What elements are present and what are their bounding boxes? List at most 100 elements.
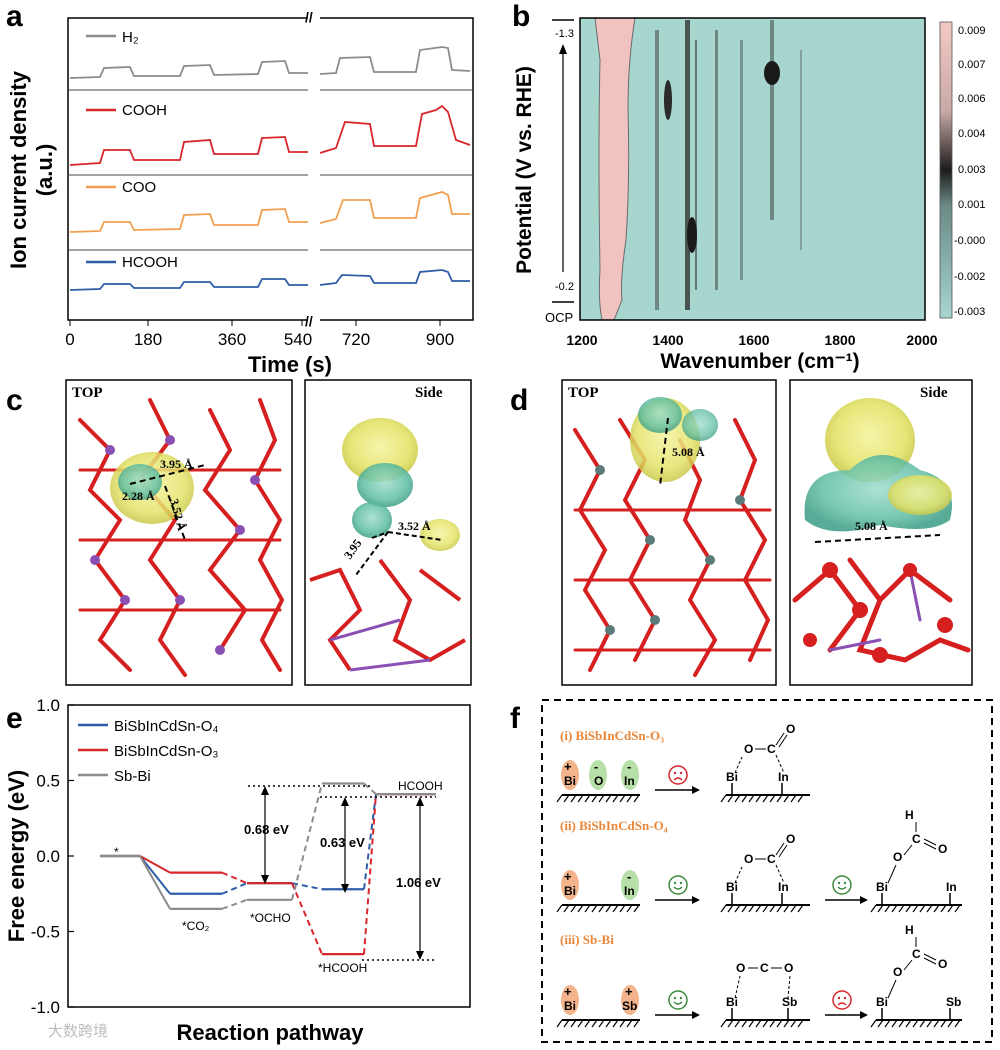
side-label: Side xyxy=(920,385,948,401)
surface-hatch xyxy=(762,794,769,803)
surface-hatch xyxy=(563,794,570,803)
charge-density-blob xyxy=(352,502,392,538)
surface-hatch xyxy=(797,904,804,913)
trace-cooh-b xyxy=(319,104,471,154)
panel-b: b -1.3 -0.2 OCP Potential (V vs. RHE) 12… xyxy=(512,0,986,373)
surface-hatch xyxy=(954,1019,961,1028)
heatmap-peak xyxy=(594,17,636,321)
energy-connector xyxy=(139,855,171,874)
surface-hatch xyxy=(919,1019,926,1028)
y-tick: -1.0 xyxy=(31,998,60,1017)
charge-density-blob xyxy=(888,475,952,515)
scheme-text: In xyxy=(624,774,635,788)
legend-sbbi: Sb-Bi xyxy=(114,768,151,785)
energy-connector xyxy=(221,871,248,885)
surface-hatch xyxy=(748,1019,755,1028)
surface-hatch xyxy=(898,1019,905,1028)
surface-hatch xyxy=(947,904,954,913)
surface-hatch xyxy=(619,794,626,803)
panel-c: c TOP 3.95 Å 2.28 Å 3.52 Å xyxy=(6,379,472,686)
surface-hatch xyxy=(905,1019,912,1028)
energy-connector xyxy=(291,882,323,955)
surface-hatch xyxy=(912,1019,919,1028)
colorbar-tick: -0.003 xyxy=(954,306,985,318)
section-title: (ii) BiSbInCdSn-O₄ xyxy=(560,818,668,833)
energy-connector xyxy=(139,855,171,910)
surface-hatch xyxy=(633,794,640,803)
surface-hatch xyxy=(612,904,619,913)
panel-letter-f: f xyxy=(510,702,521,735)
panel-letter-e: e xyxy=(6,702,23,735)
surface-hatch xyxy=(734,794,741,803)
surface-hatch xyxy=(633,1019,640,1028)
scheme-text: C xyxy=(760,961,769,975)
scheme-text: Bi xyxy=(876,995,888,1009)
surface-hatch xyxy=(748,794,755,803)
surface-hatch xyxy=(891,904,898,913)
surface-hatch xyxy=(734,1019,741,1028)
surface-hatch xyxy=(591,794,598,803)
surface-hatch xyxy=(776,904,783,913)
colorbar-tick: 0.004 xyxy=(958,128,986,140)
surface-hatch xyxy=(605,1019,612,1028)
surface-hatch xyxy=(720,1019,727,1028)
colorbar-tick: 0.009 xyxy=(958,25,986,37)
surface-hatch xyxy=(570,794,577,803)
charge-bubble xyxy=(561,985,579,1015)
surface-hatch xyxy=(762,1019,769,1028)
surface-hatch xyxy=(769,794,776,803)
distance-line xyxy=(355,531,389,576)
surface-hatch xyxy=(584,794,591,803)
scheme-text: + xyxy=(564,759,572,774)
sad-face-icon xyxy=(832,990,852,1010)
legend-o4: BiSbInCdSn-O₄ xyxy=(114,718,219,735)
scheme-text: In xyxy=(778,880,789,894)
panel-e: e 1.0 0.5 0.0 -0.5 -1.0 BiSbInCdSn-O₄ BiSbIn… xyxy=(4,696,471,1045)
x-tick: 1200 xyxy=(566,332,597,348)
scheme-text: O xyxy=(744,852,753,866)
heatmap-bg xyxy=(580,18,925,320)
scheme-text: Bi xyxy=(726,770,738,784)
trace-coo xyxy=(69,208,308,233)
surface-hatch xyxy=(577,794,584,803)
scheme-text: O xyxy=(786,832,795,846)
surface-hatch xyxy=(591,904,598,913)
surface-hatch xyxy=(598,904,605,913)
section-title: (iii) Sb-Bi xyxy=(560,932,614,947)
surface-hatch xyxy=(626,794,633,803)
top-label: TOP xyxy=(72,385,103,401)
scheme-text: O xyxy=(736,961,745,975)
scheme-text: Bi xyxy=(726,995,738,1009)
surface-hatch xyxy=(933,1019,940,1028)
colorbar-ticks: 0.009 0.007 0.006 0.004 0.003 0.001 -0.0… xyxy=(954,25,986,318)
surface-hatch xyxy=(790,1019,797,1028)
panel-f: f (i) BiSbInCdSn-O₃ (ii) BiSbInCdSn-O₄ (… xyxy=(510,699,993,1043)
surface-hatch xyxy=(797,1019,804,1028)
surface-hatch xyxy=(626,904,633,913)
colorbar-tick: -0.002 xyxy=(954,271,985,283)
state-label: * xyxy=(114,845,119,859)
surface-hatch xyxy=(591,1019,598,1028)
surface-hatch xyxy=(790,904,797,913)
surface-hatch xyxy=(797,794,804,803)
surface-hatch xyxy=(776,1019,783,1028)
scheme-text: Bi xyxy=(564,999,576,1013)
y-axis-label: Potential (V vs. RHE) xyxy=(513,66,536,274)
surface-hatch xyxy=(870,1019,877,1028)
colorbar-tick: 0.007 xyxy=(958,59,986,71)
distance-line xyxy=(387,531,443,541)
legend-hcooh: HCOOH xyxy=(122,254,178,271)
distance-label: 2.28 Å xyxy=(122,489,155,503)
scheme-text: - xyxy=(627,759,631,774)
scheme-text: + xyxy=(564,984,572,999)
crystal-structure xyxy=(792,557,971,663)
x-tick: 180 xyxy=(134,330,162,349)
trace-h2 xyxy=(69,60,308,79)
charge-density-blob xyxy=(357,463,413,507)
surface-hatch xyxy=(926,904,933,913)
distance-line xyxy=(659,417,669,487)
happy-face-icon xyxy=(832,875,852,895)
distance-label: 3.52 Å xyxy=(398,519,431,533)
surface-hatch xyxy=(790,794,797,803)
